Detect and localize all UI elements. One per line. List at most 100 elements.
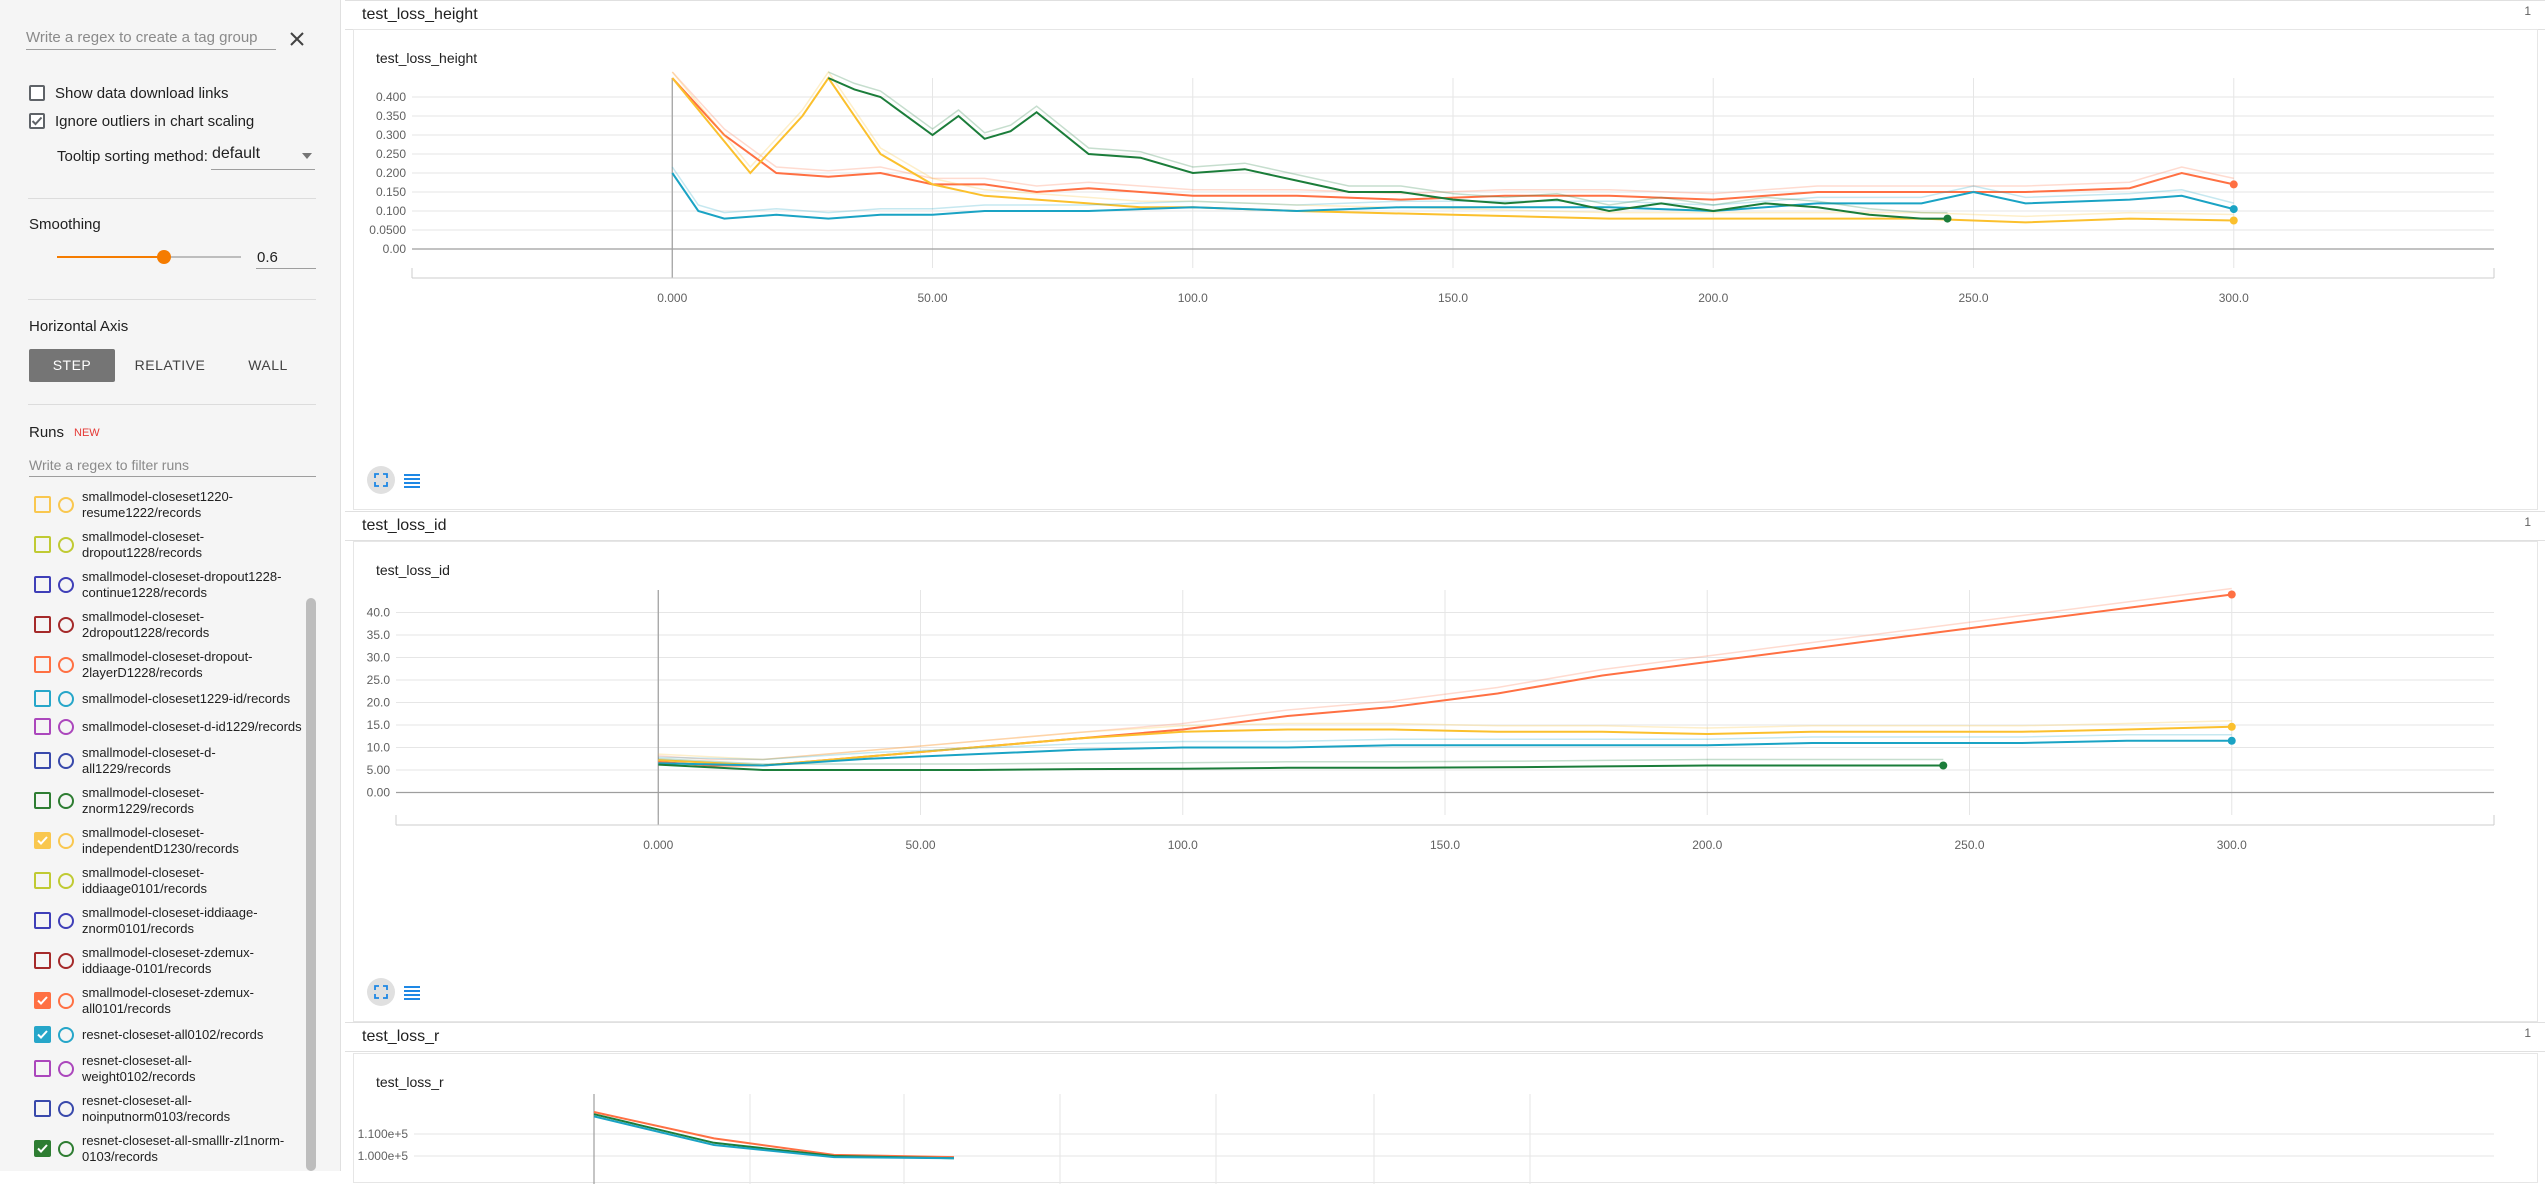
- expand-chart-button[interactable]: [367, 978, 395, 1006]
- run-checkbox[interactable]: [34, 832, 51, 849]
- y-tick-label: 0.100: [376, 204, 406, 218]
- run-checkbox[interactable]: [34, 536, 51, 553]
- run-checkbox[interactable]: [34, 792, 51, 809]
- run-radio-icon[interactable]: [58, 1141, 74, 1157]
- runs-scrollbar[interactable]: [306, 598, 316, 1171]
- run-item[interactable]: smallmodel-closeset-dropout- 2layerD1228/…: [0, 645, 310, 685]
- run-checkbox[interactable]: [34, 952, 51, 969]
- run-item[interactable]: smallmodel-closeset-iddiaage-znorm0101/r…: [0, 901, 310, 941]
- run-radio-icon[interactable]: [58, 657, 74, 673]
- run-item[interactable]: resnet-closeset-all-smalllr-zl1norm- 0103…: [0, 1129, 310, 1169]
- show-download-links-checkbox[interactable]: [29, 85, 45, 101]
- toggle-log-scale-button[interactable]: [398, 978, 426, 1006]
- run-label-line: smallmodel-closeset1220-: [82, 489, 234, 504]
- axis-relative-button[interactable]: RELATIVE: [134, 357, 206, 373]
- smoothing-value-input[interactable]: 0.6: [256, 245, 316, 269]
- expand-chart-button[interactable]: [367, 466, 395, 494]
- run-checkbox[interactable]: [34, 1100, 51, 1117]
- dropdown-arrow-icon: [302, 153, 312, 159]
- run-item[interactable]: smallmodel-closeset-znorm1229/records: [0, 781, 310, 821]
- toggle-log-scale-button[interactable]: [398, 466, 426, 494]
- run-checkbox[interactable]: [34, 1060, 51, 1077]
- run-checkbox[interactable]: [34, 872, 51, 889]
- chart-title: test_loss_r: [376, 1074, 444, 1090]
- section-header-test-loss-r[interactable]: test_loss_r 1: [345, 1022, 2545, 1052]
- x-tick-label: 150.0: [1430, 838, 1460, 852]
- y-tick-label: 0.350: [376, 109, 406, 123]
- series-line: [593, 1111, 955, 1159]
- slider-thumb[interactable]: [157, 250, 172, 264]
- run-label-line: smallmodel-closeset-: [82, 529, 205, 544]
- run-radio-icon[interactable]: [58, 913, 74, 929]
- run-item[interactable]: smallmodel-closeset-zdemux-iddiaage-0101…: [0, 941, 310, 981]
- tooltip-sorting-select[interactable]: default: [211, 144, 315, 170]
- run-item[interactable]: smallmodel-closeset-dropout1228/records: [0, 525, 310, 565]
- axis-wall-button[interactable]: WALL: [248, 357, 288, 373]
- run-radio-icon[interactable]: [58, 793, 74, 809]
- ignore-outliers-checkbox[interactable]: [29, 113, 45, 129]
- axis-step-button[interactable]: STEP: [29, 349, 115, 382]
- run-label-line: smallmodel-closeset-dropout-: [82, 649, 253, 664]
- run-checkbox[interactable]: [34, 576, 51, 593]
- run-item[interactable]: smallmodel-closeset-iddiaage0101/records: [0, 861, 310, 901]
- run-radio-icon[interactable]: [58, 497, 74, 513]
- run-checkbox[interactable]: [34, 718, 51, 735]
- run-radio-icon[interactable]: [58, 953, 74, 969]
- run-radio-icon[interactable]: [58, 691, 74, 707]
- run-item[interactable]: smallmodel-closeset1220- resume1222/recor…: [0, 485, 310, 525]
- run-label: resnet-closeset-all0102/records: [82, 1027, 312, 1043]
- chart-title: test_loss_height: [376, 50, 478, 66]
- run-checkbox[interactable]: [34, 656, 51, 673]
- checkmark-icon: [37, 996, 48, 1005]
- run-item[interactable]: smallmodel-closeset1229-id/records: [0, 685, 310, 713]
- section-count: 1: [2524, 515, 2531, 529]
- section-header-test-loss-id[interactable]: test_loss_id 1: [345, 511, 2545, 541]
- run-item[interactable]: smallmodel-closeset-zdemux-all0101/recor…: [0, 981, 310, 1021]
- y-tick-label: 35.0: [367, 628, 391, 642]
- run-item[interactable]: smallmodel-closeset-dropout1228- continue…: [0, 565, 310, 605]
- run-label: smallmodel-closeset1220- resume1222/recor…: [82, 489, 312, 521]
- run-label: smallmodel-closeset-dropout- 2layerD1228/…: [82, 649, 312, 681]
- run-item[interactable]: resnet-closeset-all-weight0102/records: [0, 1049, 310, 1089]
- run-radio-icon[interactable]: [58, 873, 74, 889]
- series-line: [671, 172, 2235, 220]
- run-checkbox[interactable]: [34, 752, 51, 769]
- run-checkbox[interactable]: [34, 912, 51, 929]
- run-item[interactable]: smallmodel-closeset-independentD1230/rec…: [0, 821, 310, 861]
- tag-group-regex-input[interactable]: [26, 26, 276, 50]
- run-radio-icon[interactable]: [58, 993, 74, 1009]
- runs-filter-input[interactable]: [29, 453, 316, 477]
- run-item[interactable]: resnet-closeset-all-noinputnorm0103/reco…: [0, 1089, 310, 1129]
- run-label: smallmodel-closeset-independentD1230/rec…: [82, 825, 312, 857]
- run-radio-icon[interactable]: [58, 577, 74, 593]
- section-header-test-loss-height[interactable]: test_loss_height 1: [345, 0, 2545, 30]
- run-label-line: 2dropout1228/records: [82, 625, 210, 640]
- divider: [28, 299, 316, 300]
- run-radio-icon[interactable]: [58, 1101, 74, 1117]
- run-checkbox[interactable]: [34, 496, 51, 513]
- run-radio-icon[interactable]: [58, 833, 74, 849]
- run-label-line: 2layerD1228/records: [82, 665, 203, 680]
- run-item[interactable]: smallmodel-closeset- 2dropout1228/records: [0, 605, 310, 645]
- run-radio-icon[interactable]: [58, 753, 74, 769]
- run-item[interactable]: smallmodel-closeset-d-all1229/records: [0, 741, 310, 781]
- run-item[interactable]: resnet-closeset-all0102/records: [0, 1021, 310, 1049]
- run-radio-icon[interactable]: [58, 537, 74, 553]
- run-radio-icon[interactable]: [58, 1061, 74, 1077]
- clear-regex-button[interactable]: [286, 28, 308, 50]
- run-checkbox[interactable]: [34, 690, 51, 707]
- run-radio-icon[interactable]: [58, 617, 74, 633]
- run-label: smallmodel-closeset-zdemux-iddiaage-0101…: [82, 945, 312, 977]
- run-checkbox[interactable]: [34, 992, 51, 1009]
- run-label-line: noinputnorm0103/records: [82, 1109, 231, 1124]
- series-line: [593, 1115, 955, 1160]
- run-checkbox[interactable]: [34, 1140, 51, 1157]
- run-label-line: iddiaage0101/records: [82, 881, 208, 896]
- run-item[interactable]: smallmodel-closeset-d-id1229/records: [0, 713, 310, 741]
- run-radio-icon[interactable]: [58, 719, 74, 735]
- run-checkbox[interactable]: [34, 1026, 51, 1043]
- run-checkbox[interactable]: [34, 616, 51, 633]
- runs-label: Runs: [29, 424, 65, 441]
- x-tick-label: 100.0: [1168, 838, 1198, 852]
- run-radio-icon[interactable]: [58, 1027, 74, 1043]
